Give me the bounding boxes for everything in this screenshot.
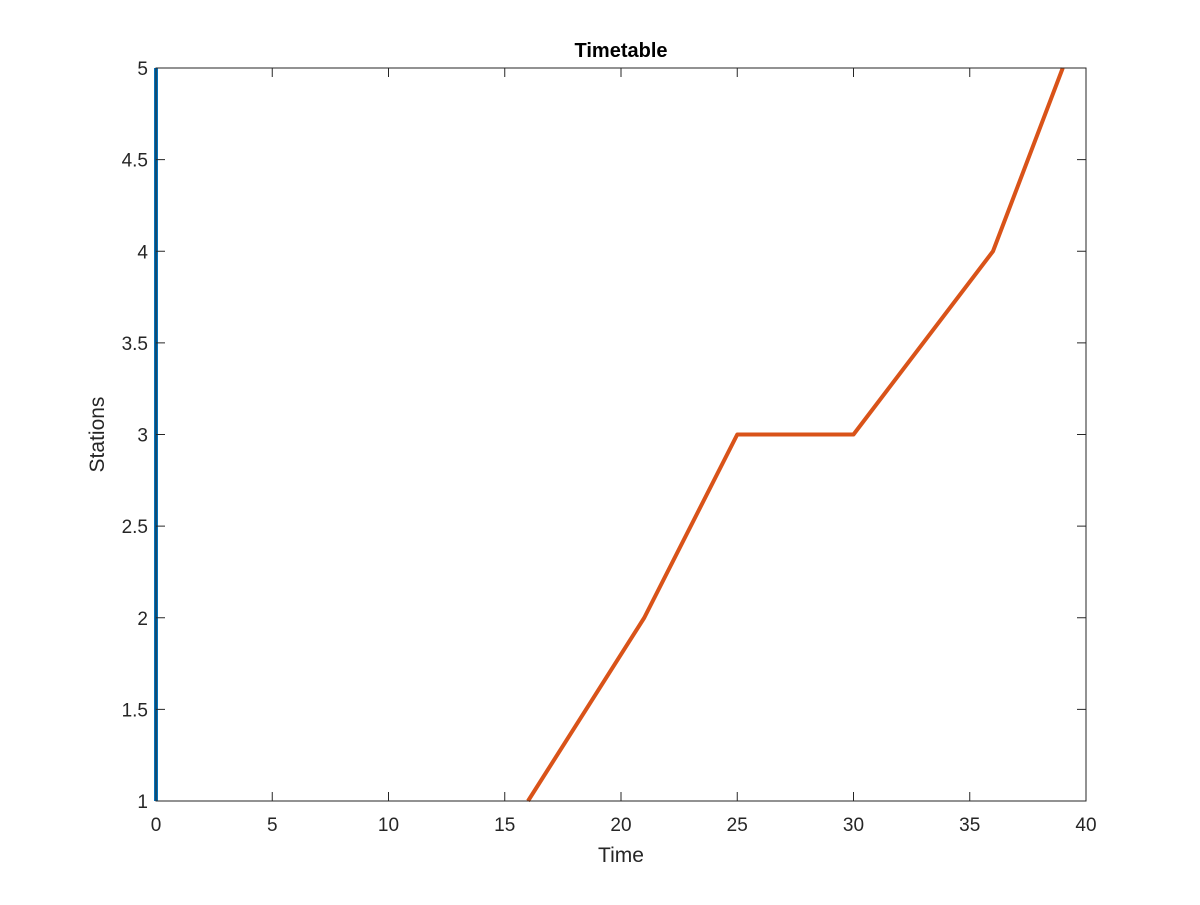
y-tick-label: 1.5	[122, 700, 148, 721]
y-tick-label: 2.5	[122, 517, 148, 538]
y-tick-label: 3	[137, 426, 148, 447]
x-tick-label: 40	[1075, 815, 1096, 836]
y-tick-label: 1	[137, 792, 148, 813]
series-line-2	[526, 67, 1065, 803]
y-tick-label: 5	[137, 59, 148, 80]
y-axis-label: Stations	[86, 397, 109, 473]
x-tick-label: 5	[267, 815, 278, 836]
axes-layer: 0 5 10 15 20 25 30 35 40 1 1.5 2 2.5 3 3.5 4 4.5 5	[122, 59, 1097, 836]
y-tick-label: 4.5	[122, 151, 148, 172]
x-tick-label: 30	[843, 815, 864, 836]
x-axis-label: Time	[598, 844, 644, 867]
x-tick-label: 20	[610, 815, 631, 836]
x-tick-label: 0	[151, 815, 162, 836]
y-tick-label: 2	[137, 609, 148, 630]
x-tick-label: 25	[727, 815, 748, 836]
y-tick-label: 3.5	[122, 334, 148, 355]
plot-background	[156, 68, 1086, 801]
x-tick-label: 15	[494, 815, 515, 836]
x-tick-label: 35	[959, 815, 980, 836]
chart-title: Timetable	[575, 40, 668, 62]
y-tick-label: 4	[137, 242, 148, 263]
x-tick-label: 10	[378, 815, 399, 836]
